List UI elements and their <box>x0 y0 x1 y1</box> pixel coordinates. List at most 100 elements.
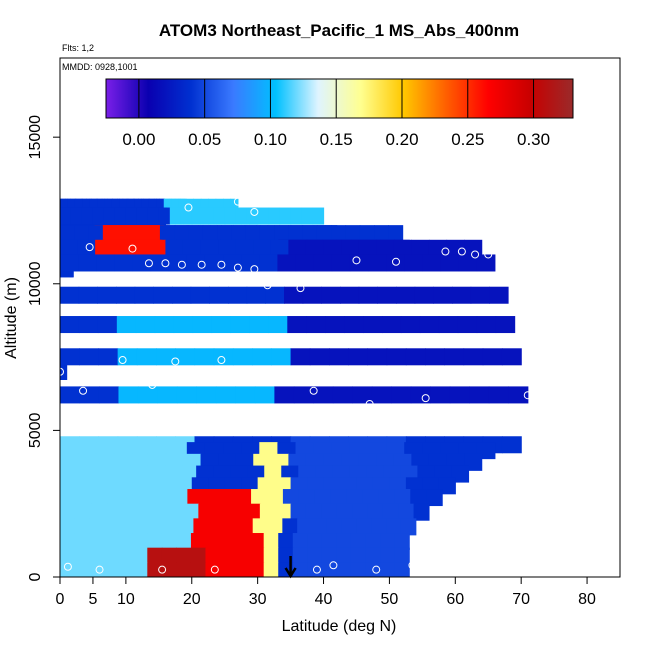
sample-point <box>197 260 206 269</box>
sample-point <box>352 256 361 265</box>
heatmap-cell <box>263 533 279 551</box>
heatmap-cell <box>279 207 292 225</box>
heatmap-cell <box>287 316 307 334</box>
heatmap-cell <box>132 533 148 551</box>
heatmap-cell <box>428 239 448 257</box>
x-tick-label: 0 <box>56 591 65 608</box>
heatmap-cell <box>350 562 367 577</box>
heatmap-cell <box>292 562 308 577</box>
heatmap-cell <box>275 503 292 521</box>
heatmap-cell <box>88 225 104 243</box>
heatmap-cell <box>380 547 396 565</box>
heatmap-cell <box>323 239 342 257</box>
heatmap-cell <box>123 489 141 507</box>
heatmap-cell <box>217 225 232 243</box>
heatmap-cell <box>336 503 353 521</box>
heatmap-cell <box>344 316 364 334</box>
heatmap-cell <box>396 286 416 304</box>
heatmap-cell <box>171 489 188 507</box>
heatmap-cell <box>234 533 250 551</box>
heatmap-cell <box>118 533 134 551</box>
heatmap-cell <box>159 225 175 243</box>
heatmap-cell <box>271 348 292 366</box>
heatmap-cell <box>305 239 325 257</box>
heatmap-cell <box>394 489 411 507</box>
x-axis-label: Latitude (deg N) <box>282 618 397 635</box>
heatmap-cell <box>82 198 91 216</box>
colorbar-tick-label: 0.05 <box>188 130 221 149</box>
heatmap-cell <box>257 207 270 225</box>
heatmap-cell <box>348 348 369 366</box>
colorbar-tick-label: 0.30 <box>517 130 550 149</box>
heatmap-cell <box>117 225 132 243</box>
heatmap-cell <box>268 316 288 334</box>
heatmap-cell <box>252 348 272 366</box>
heatmap-cell <box>74 518 91 536</box>
heatmap-cell <box>60 547 76 565</box>
heatmap-cell <box>70 207 83 225</box>
arrow-head <box>284 567 297 579</box>
heatmap-cell <box>106 503 123 521</box>
heatmap-cell <box>321 503 338 521</box>
heatmap-cell <box>298 489 316 507</box>
heatmap-cell <box>363 316 383 334</box>
heatmap-cell <box>297 518 313 536</box>
heatmap-cell <box>74 562 90 577</box>
heatmap-cell <box>321 547 338 565</box>
x-tick-label: 30 <box>249 591 267 608</box>
heatmap-cell <box>438 316 459 334</box>
sample-point <box>303 272 312 281</box>
heatmap-cell <box>352 503 369 521</box>
heatmap-cell <box>249 316 269 334</box>
x-tick-label: 60 <box>446 591 464 608</box>
heatmap-cell <box>200 198 209 216</box>
heatmap-cell <box>132 547 148 565</box>
heatmap-cell <box>410 386 431 404</box>
heatmap-cell <box>292 547 308 565</box>
heatmap-cell <box>116 286 136 304</box>
heatmap-cell <box>306 316 326 334</box>
heatmap-cell <box>202 207 215 225</box>
heatmap-cell <box>278 533 294 551</box>
heatmap-cell <box>60 316 80 334</box>
heatmap-cell <box>60 348 80 366</box>
heatmap-cell <box>252 518 269 536</box>
heatmap-cell <box>134 518 150 536</box>
heatmap-cell <box>489 286 509 304</box>
heatmap-cell <box>470 286 490 304</box>
heatmap-cell <box>394 562 410 577</box>
heatmap-cell <box>215 386 237 404</box>
heatmap-cell <box>114 207 127 225</box>
heatmap-cell <box>223 518 239 536</box>
heatmap-cell <box>193 518 209 536</box>
y-axis: 0 5000 10000 15000 <box>27 115 60 581</box>
heatmap-cell <box>282 518 298 536</box>
heatmap-cell <box>313 386 334 404</box>
sample-point <box>197 375 206 384</box>
heatmap-cell <box>154 316 175 334</box>
heatmap-cell <box>463 348 484 366</box>
heatmap-cell <box>132 254 152 272</box>
heatmap-cell <box>365 547 381 565</box>
heatmap-cell <box>398 503 415 521</box>
sample-point <box>326 411 335 420</box>
heatmap-cell <box>290 503 307 521</box>
colorbar <box>105 78 574 119</box>
sample-point <box>263 281 272 290</box>
heatmap-cell <box>90 503 107 521</box>
heatmap-cell <box>147 239 167 257</box>
heatmap-cell <box>232 348 253 366</box>
heatmap-cell <box>438 477 456 495</box>
heatmap-cell <box>458 254 478 272</box>
heatmap-cell <box>103 547 119 565</box>
heatmap-cell <box>270 239 289 257</box>
heatmap-cell <box>267 518 283 536</box>
heatmap-cell <box>253 239 272 257</box>
heatmap-cell <box>148 198 157 216</box>
heatmap-cell <box>74 225 90 243</box>
heatmap-cell <box>156 348 176 366</box>
heatmap-cell <box>371 518 387 536</box>
heatmap-cell <box>224 207 237 225</box>
colorbar-tick-label: 0.25 <box>451 130 484 149</box>
heatmap-cell <box>60 254 79 272</box>
